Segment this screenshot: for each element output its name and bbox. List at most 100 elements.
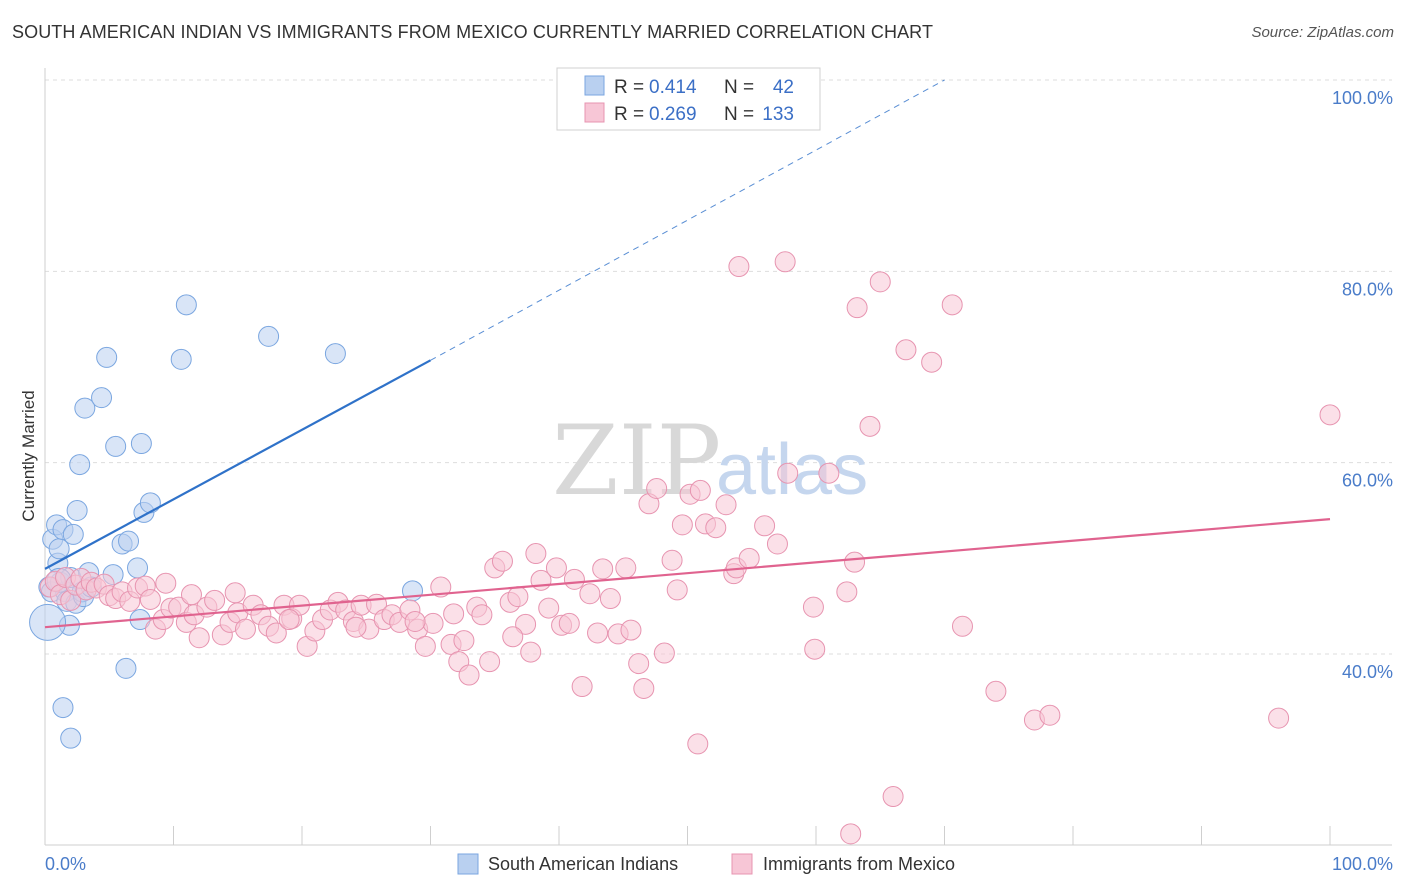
legend-box: R = 0.414 N = 42 R = 0.269 N = 133 <box>556 67 821 131</box>
point-immigrant-mexico-115 <box>895 339 917 361</box>
point-immigrant-mexico-96 <box>705 517 727 539</box>
point-south-american-indian-32 <box>139 492 161 514</box>
point-immigrant-mexico-121 <box>1039 704 1061 726</box>
point-south-american-indian-34 <box>175 294 197 316</box>
legend-n-value-1: 42 <box>773 77 794 98</box>
point-immigrant-mexico-62 <box>479 651 501 673</box>
point-immigrant-mexico-69 <box>525 543 547 565</box>
point-immigrant-mexico-128 <box>345 616 367 638</box>
trend-line-immigrants-from-mexico <box>44 518 1331 629</box>
legend-n-value-2: 133 <box>762 104 794 125</box>
point-immigrant-mexico-110 <box>844 551 866 573</box>
point-immigrant-mexico-93 <box>687 733 709 755</box>
y-tick-label-80: 80.0% <box>1342 279 1393 299</box>
watermark: ZIP atlas <box>552 405 868 517</box>
point-immigrant-mexico-74 <box>558 612 580 634</box>
point-south-american-indian-22 <box>96 346 118 368</box>
point-immigrant-mexico-53 <box>414 635 436 657</box>
point-south-american-indian-14 <box>66 500 88 521</box>
point-immigrant-mexico-91 <box>671 514 693 536</box>
point-immigrant-mexico-118 <box>951 615 973 637</box>
point-immigrant-mexico-87 <box>646 477 668 499</box>
point-immigrant-mexico-127 <box>278 609 300 631</box>
legend-r-value-2: 0.269 <box>649 104 697 125</box>
y-tick-label-40: 40.0% <box>1342 662 1393 682</box>
series-south-american-indians <box>29 294 424 749</box>
point-immigrant-mexico-117 <box>941 294 963 316</box>
point-immigrant-mexico-103 <box>766 533 788 555</box>
point-immigrant-mexico-71 <box>538 597 560 619</box>
legend-n-label-2: N = <box>724 104 754 125</box>
point-immigrant-mexico-105 <box>777 462 799 484</box>
point-immigrant-mexico-131 <box>502 626 524 648</box>
point-immigrant-mexico-114 <box>882 786 904 808</box>
point-immigrant-mexico-116 <box>921 351 943 373</box>
point-immigrant-mexico-107 <box>804 638 826 660</box>
point-immigrant-mexico-79 <box>592 558 614 580</box>
point-south-american-indian-27 <box>118 530 140 552</box>
y-tick-label-100: 100.0% <box>1332 88 1393 108</box>
point-immigrant-mexico-102 <box>754 515 776 537</box>
point-immigrant-mexico-112 <box>859 415 881 437</box>
point-immigrant-mexico-58 <box>453 630 475 652</box>
point-south-american-indian-35 <box>258 325 280 347</box>
point-immigrant-mexico-106 <box>802 596 824 618</box>
chart-title: SOUTH AMERICAN INDIAN VS IMMIGRANTS FROM… <box>12 22 934 42</box>
point-immigrant-mexico-89 <box>661 549 683 571</box>
series-immigrants-from-mexico <box>39 251 1341 845</box>
bottom-legend-swatch-pink <box>731 853 753 875</box>
point-immigrant-mexico-76 <box>571 676 593 698</box>
point-immigrant-mexico-123 <box>1319 404 1341 426</box>
point-south-american-indian-36 <box>324 343 346 365</box>
point-immigrant-mexico-34 <box>265 622 287 644</box>
point-south-american-indian-24 <box>105 435 127 457</box>
point-immigrant-mexico-78 <box>587 622 609 644</box>
point-immigrant-mexico-83 <box>620 619 642 641</box>
x-tick-labels: 0.0% 100.0% <box>45 854 1393 874</box>
y-tick-label-60: 60.0% <box>1342 471 1393 491</box>
y-tick-labels: 40.0% 60.0% 80.0% 100.0% <box>1332 88 1393 682</box>
point-immigrant-mexico-122 <box>1268 707 1290 729</box>
legend-r-value-1: 0.414 <box>649 77 697 98</box>
point-south-american-indian-18 <box>74 397 96 419</box>
legend-r-label-1: R = <box>614 77 644 98</box>
point-south-american-indian-33 <box>170 348 192 370</box>
point-immigrant-mexico-17 <box>139 588 161 610</box>
point-immigrant-mexico-85 <box>633 677 655 699</box>
point-immigrant-mexico-125 <box>180 584 202 606</box>
trend-line-extension-south-american-indians <box>430 79 945 361</box>
point-immigrant-mexico-61 <box>471 604 493 626</box>
point-immigrant-mexico-129 <box>404 610 426 632</box>
point-immigrant-mexico-80 <box>599 588 621 610</box>
y-axis-label: Currently Married <box>19 390 38 521</box>
trend-lines <box>44 79 1331 629</box>
point-immigrant-mexico-104 <box>774 251 796 273</box>
point-immigrant-mexico-130 <box>443 603 465 625</box>
bottom-legend: South American Indians Immigrants from M… <box>457 853 955 875</box>
bottom-legend-label-2: Immigrants from Mexico <box>763 854 955 874</box>
point-south-american-indian-21 <box>91 387 113 409</box>
point-immigrant-mexico-97 <box>715 494 737 516</box>
point-immigrant-mexico-84 <box>628 653 650 675</box>
trend-line-south-american-indians <box>44 359 432 570</box>
point-immigrant-mexico-72 <box>545 557 567 579</box>
legend-r-label-2: R = <box>614 104 644 125</box>
gridlines <box>45 79 1392 655</box>
point-immigrant-mexico-24 <box>188 627 210 649</box>
point-immigrant-mexico-126 <box>224 582 246 604</box>
point-immigrant-mexico-101 <box>738 547 760 569</box>
point-immigrant-mexico-100 <box>728 256 750 278</box>
point-immigrant-mexico-26 <box>204 589 226 611</box>
point-immigrant-mexico-90 <box>666 579 688 601</box>
point-immigrant-mexico-109 <box>836 581 858 603</box>
point-immigrant-mexico-82 <box>615 557 637 579</box>
legend-swatch-pink <box>584 102 605 123</box>
point-immigrant-mexico-68 <box>520 641 542 663</box>
point-immigrant-mexico-30 <box>234 618 256 640</box>
point-south-american-indian-30 <box>130 433 152 455</box>
axes <box>44 68 1392 846</box>
legend-swatch-blue <box>584 75 605 96</box>
point-south-american-indian-26 <box>115 657 137 679</box>
point-south-american-indian-40 <box>29 603 67 641</box>
